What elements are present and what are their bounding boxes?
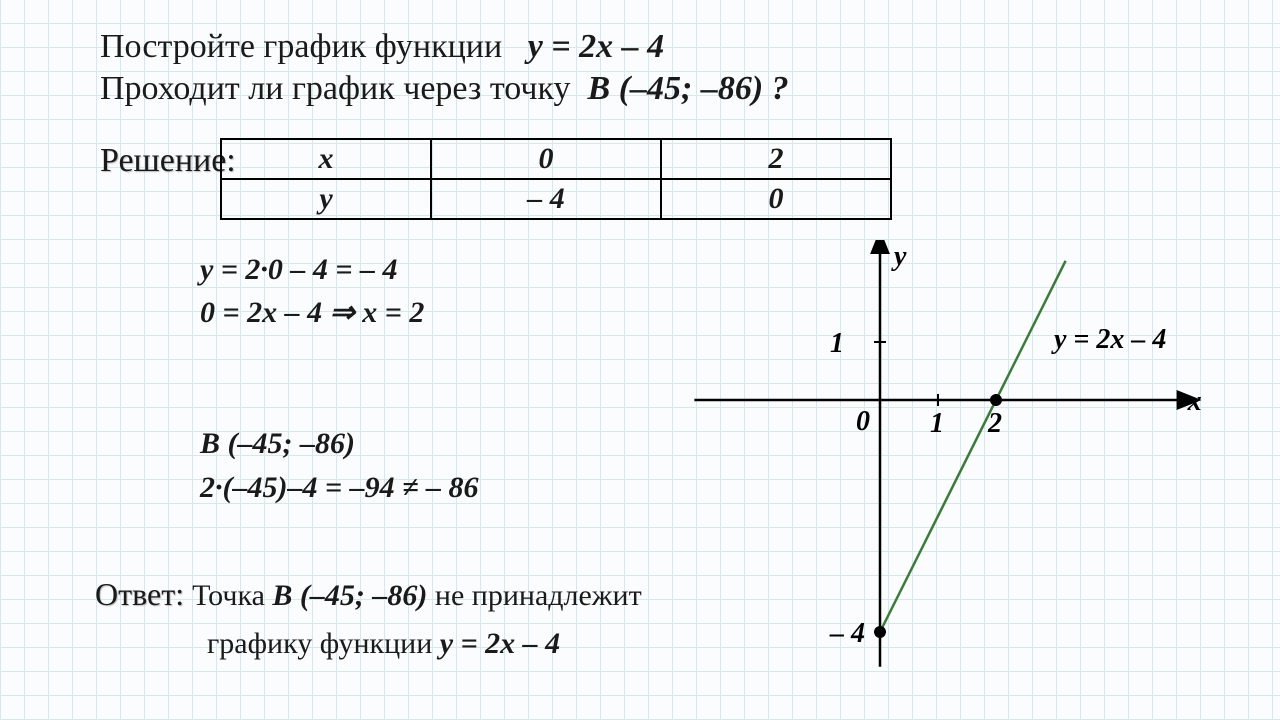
- work-line-2: 0 = 2x – 4 ⇒ x = 2: [200, 293, 424, 334]
- function-graph: xy0121– 4y = 2x – 4: [690, 240, 1210, 680]
- value-table: x 0 2 y – 4 0: [220, 138, 892, 220]
- table-cell: 0: [431, 139, 661, 179]
- svg-text:– 4: – 4: [829, 618, 865, 649]
- answer-point: B (–45; –86): [272, 579, 427, 612]
- point-check-line-1: B (–45; –86): [200, 422, 479, 466]
- answer-line1-prefix: Точка: [192, 579, 272, 612]
- problem-line-2: Проходит ли график через точку B (–45; –…: [100, 70, 1200, 108]
- point-check-line-2: 2·(–45)–4 = –94 ≠ – 86: [200, 466, 479, 510]
- svg-text:x: x: [1187, 386, 1202, 417]
- table-row: x 0 2: [221, 139, 891, 179]
- svg-text:0: 0: [856, 406, 870, 437]
- svg-text:1: 1: [830, 328, 844, 359]
- work-steps: y = 2·0 – 4 = – 4 0 = 2x – 4 ⇒ x = 2: [200, 250, 424, 335]
- svg-text:y = 2x – 4: y = 2x – 4: [1051, 324, 1166, 355]
- table-cell: – 4: [431, 179, 661, 219]
- answer-formula: y = 2x – 4: [440, 627, 560, 660]
- answer-line1-suffix: не принадлежит: [435, 579, 642, 612]
- problem-point-label: B: [588, 70, 611, 107]
- table-row: y – 4 0: [221, 179, 891, 219]
- answer-block: Ответ: Точка B (–45; –86) не принадлежит…: [95, 570, 642, 666]
- svg-text:1: 1: [930, 408, 944, 439]
- problem-prefix-1: Постройте график функции: [100, 28, 502, 65]
- problem-point-coords: (–45; –86) ?: [619, 70, 789, 107]
- problem-line-1: Постройте график функции y = 2x – 4: [100, 28, 1200, 66]
- problem-prefix-2: Проходит ли график через точку: [100, 70, 571, 107]
- table-header-y: y: [221, 179, 431, 219]
- table-cell: 0: [661, 179, 891, 219]
- table-header-x: x: [221, 139, 431, 179]
- answer-line2-prefix: графику функции: [207, 627, 440, 660]
- work-line-1: y = 2·0 – 4 = – 4: [200, 250, 424, 291]
- answer-label: Ответ:: [95, 576, 184, 612]
- problem-formula: y = 2x – 4: [528, 28, 664, 65]
- table-cell: 2: [661, 139, 891, 179]
- svg-text:y: y: [891, 241, 907, 272]
- point-check: B (–45; –86) 2·(–45)–4 = –94 ≠ – 86: [200, 422, 479, 509]
